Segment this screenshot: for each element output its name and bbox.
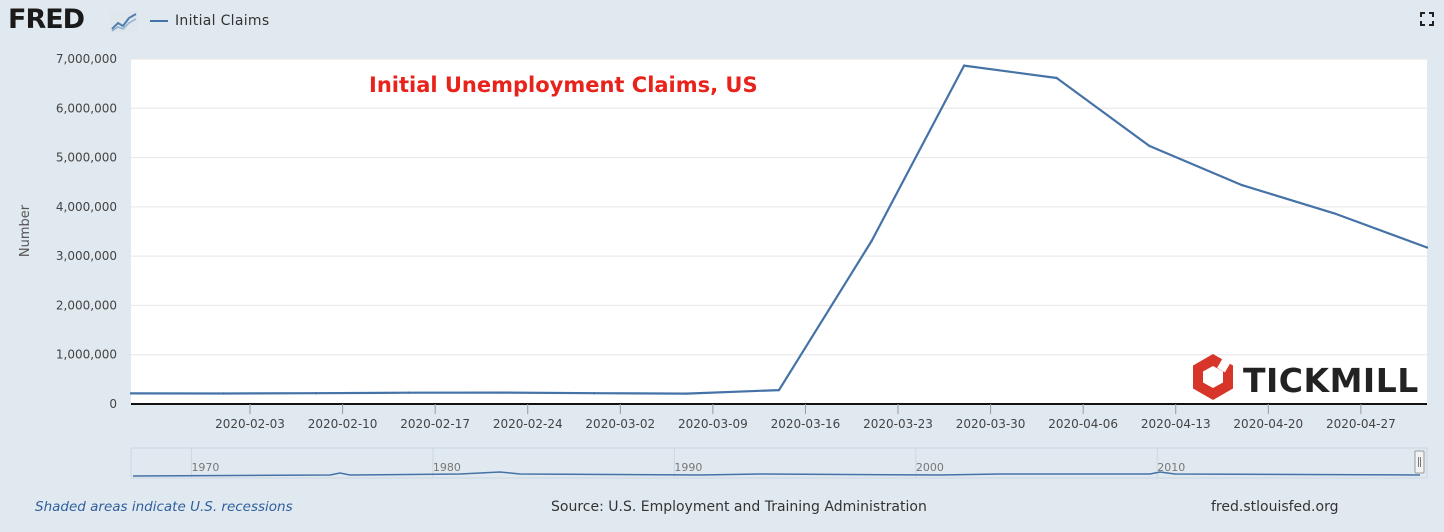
navigator-year-label: 2010 (1157, 461, 1185, 474)
fred-site-link[interactable]: fred.stlouisfed.org (1211, 499, 1339, 515)
y-tick-label: 1,000,000 (56, 348, 117, 362)
plot-background (131, 59, 1427, 404)
data-point[interactable] (314, 392, 318, 395)
recession-note: Shaded areas indicate U.S. recessions (35, 499, 293, 515)
legend-label: Initial Claims (175, 13, 270, 29)
navigator-background (130, 447, 1428, 479)
data-point[interactable] (870, 239, 873, 243)
tickmill-wordmark: TICKMILL (1243, 361, 1419, 400)
navigator-year-labels: 1970 1980 1990 2000 2010 (190, 448, 1185, 478)
y-tick-label: 7,000,000 (56, 52, 117, 66)
series-initial-claims (129, 64, 1429, 395)
x-tick-label: 2020-03-23 (863, 417, 933, 431)
expand-icon[interactable] (1420, 12, 1434, 26)
y-tick-label: 3,000,000 (56, 249, 117, 263)
navigator-year-label: 2000 (916, 461, 944, 474)
chart-title: Initial Unemployment Claims, US (369, 73, 758, 97)
chart-legend[interactable]: Initial Claims (150, 13, 269, 29)
x-tick-label: 2020-04-13 (1141, 417, 1211, 431)
y-axis: 0 1,000,000 2,000,000 3,000,000 4,000,000 5,0… (56, 52, 117, 411)
x-axis: 2020-02-03 2020-02-10 2020-02-17 2020-02-24… (131, 403, 1427, 431)
grid-lines (131, 58, 1427, 356)
x-tick-label: 2020-04-20 (1233, 417, 1303, 431)
fred-logo[interactable]: FRED (8, 4, 85, 35)
navigator-year-label: 1980 (433, 461, 461, 474)
x-tick-label: 2020-04-06 (1048, 417, 1118, 431)
x-tick-label: 2020-03-02 (585, 417, 655, 431)
x-tick-label: 2020-03-09 (678, 417, 748, 431)
data-point[interactable] (1333, 212, 1336, 215)
data-point[interactable] (1240, 183, 1244, 187)
data-point[interactable] (1055, 76, 1058, 80)
x-tick-label: 2020-02-24 (493, 417, 563, 431)
navigator-series (132, 471, 1421, 477)
source-text: Source: U.S. Employment and Training Adm… (551, 499, 927, 515)
x-tick-label: 2020-04-27 (1326, 417, 1396, 431)
data-point[interactable] (1425, 246, 1429, 249)
data-point[interactable] (962, 64, 966, 67)
data-point[interactable] (592, 392, 596, 395)
data-point[interactable] (1148, 144, 1151, 148)
y-tick-label: 6,000,000 (56, 101, 117, 115)
y-axis-label: Number (18, 204, 33, 257)
navigator-handle[interactable] (1414, 450, 1425, 474)
y-tick-label: 4,000,000 (56, 200, 117, 214)
chart-area: 0 1,000,000 2,000,000 3,000,000 4,000,000 5,0… (18, 52, 1429, 479)
chart-footer: Shaded areas indicate U.S. recessions So… (0, 492, 1444, 532)
tickmill-logo-icon (1193, 354, 1233, 400)
data-point[interactable] (777, 388, 781, 392)
data-point[interactable] (407, 391, 410, 394)
navigator-year-label: 1990 (674, 461, 702, 474)
x-tick-label: 2020-03-16 (771, 417, 841, 431)
data-point[interactable] (500, 391, 503, 394)
chart-header: FRED Initial Claims (0, 0, 1444, 46)
x-tick-label: 2020-03-30 (956, 417, 1026, 431)
y-tick-label: 5,000,000 (56, 151, 117, 165)
legend-swatch (150, 20, 168, 22)
range-navigator[interactable]: 1970 1980 1990 2000 2010 (130, 447, 1428, 479)
y-tick-label: 0 (109, 397, 117, 411)
x-tick-label: 2020-02-10 (308, 417, 378, 431)
data-point[interactable] (222, 392, 225, 395)
x-tick-label: 2020-02-03 (215, 417, 285, 431)
x-tick-label: 2020-02-17 (400, 417, 470, 431)
tickmill-watermark: TICKMILL (1193, 354, 1419, 400)
navigator-year-label: 1970 (191, 461, 219, 474)
data-point[interactable] (685, 392, 688, 395)
data-point[interactable] (129, 392, 133, 395)
line-chart-icon (110, 11, 138, 33)
y-tick-label: 2,000,000 (56, 298, 117, 312)
